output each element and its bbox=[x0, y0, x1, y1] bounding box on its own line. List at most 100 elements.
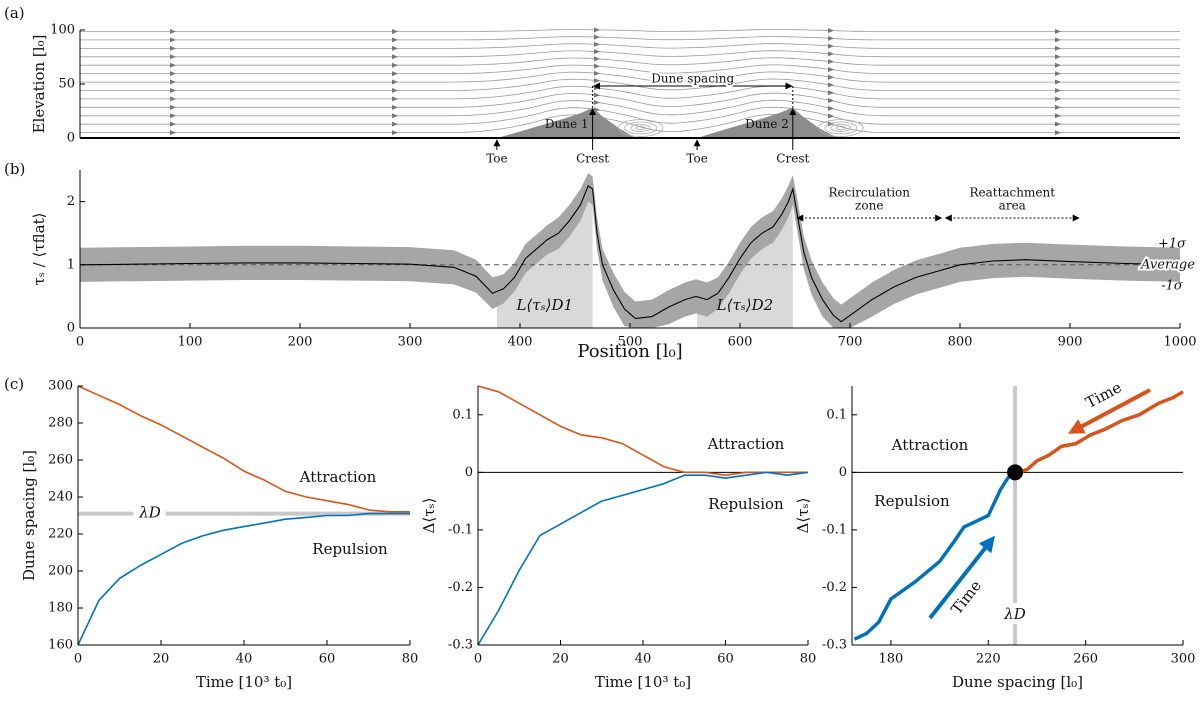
annotation-label: Crest bbox=[576, 152, 609, 166]
flow-arrow bbox=[392, 96, 398, 102]
x-axis-label: Position [l₀] bbox=[577, 341, 682, 362]
x-tick-label: 100 bbox=[178, 335, 203, 350]
y-tick-label: 0 bbox=[67, 321, 75, 336]
streamline bbox=[80, 36, 1180, 41]
x-tick-label: 80 bbox=[402, 652, 419, 667]
zone-label: Recirculation bbox=[829, 186, 911, 200]
flow-arrow bbox=[594, 49, 600, 55]
flow-arrow bbox=[170, 37, 176, 43]
streamline bbox=[80, 43, 1180, 49]
flow-arrow bbox=[828, 90, 834, 96]
x-tick-label: 260 bbox=[1073, 652, 1098, 667]
x-axis-label: Time [10³ t₀] bbox=[595, 673, 691, 691]
y-tick-label: 1 bbox=[67, 257, 75, 272]
x-tick-label: 20 bbox=[153, 652, 170, 667]
x-tick-label: 200 bbox=[288, 335, 313, 350]
shaded-label: L⟨τₛ⟩D1 bbox=[515, 296, 573, 314]
x-tick-label: 1000 bbox=[1163, 335, 1196, 350]
time-arrow bbox=[1067, 388, 1151, 434]
y-tick-label: 0.1 bbox=[826, 407, 847, 422]
band-label: +1σ bbox=[1158, 236, 1187, 251]
flow-arrow bbox=[1055, 79, 1061, 85]
streamline bbox=[80, 78, 1180, 91]
y-tick-label: -0.2 bbox=[448, 580, 473, 595]
y-tick-label: 0.1 bbox=[452, 407, 473, 422]
flow-arrow bbox=[170, 45, 176, 51]
x-tick-label: 40 bbox=[635, 652, 652, 667]
x-tick-label: 300 bbox=[1171, 652, 1196, 667]
x-tick-label: 0 bbox=[76, 335, 84, 350]
eddy bbox=[835, 125, 847, 131]
x-tick-label: 60 bbox=[717, 652, 734, 667]
y-tick-label: 0 bbox=[839, 465, 847, 480]
flow-arrow bbox=[828, 51, 834, 57]
eddy bbox=[824, 121, 858, 135]
flow-arrow bbox=[1055, 113, 1061, 119]
annotation-label: Toe bbox=[686, 152, 707, 166]
flow-arrow bbox=[1055, 45, 1061, 51]
y-tick-label: 0 bbox=[67, 131, 75, 146]
dune bbox=[496, 107, 636, 138]
eddy bbox=[830, 124, 851, 133]
x-tick-label: 0 bbox=[474, 652, 482, 667]
x-tick-label: 700 bbox=[838, 335, 863, 350]
flow-arrow bbox=[594, 63, 600, 69]
streamline bbox=[80, 29, 1180, 32]
flow-arrow bbox=[594, 56, 600, 62]
panel-label: (a) bbox=[4, 4, 25, 22]
panel-label: (c) bbox=[4, 375, 24, 393]
time-label: Time bbox=[947, 577, 985, 618]
flow-arrow bbox=[392, 79, 398, 85]
flow-arrow bbox=[170, 113, 176, 119]
y-axis-label: Δ⟨τₛ⟩ bbox=[794, 498, 812, 534]
mean-line bbox=[79, 184, 1181, 323]
x-tick-label: 800 bbox=[948, 335, 973, 350]
series-line bbox=[477, 471, 809, 646]
y-tick-label: 100 bbox=[50, 23, 75, 38]
flow-arrow bbox=[828, 28, 834, 34]
shaded-region bbox=[496, 185, 593, 328]
x-tick-label: 180 bbox=[879, 652, 904, 667]
flow-arrow bbox=[170, 62, 176, 68]
x-tick-label: 500 bbox=[618, 335, 643, 350]
spacing-label: Dune spacing bbox=[651, 72, 734, 86]
flow-arrow bbox=[828, 43, 834, 49]
flow-arrow bbox=[594, 78, 600, 84]
streamline bbox=[80, 64, 1180, 74]
streamline bbox=[80, 92, 1180, 108]
x-tick-label: 900 bbox=[1058, 335, 1083, 350]
eddy bbox=[635, 125, 646, 131]
flow-arrow bbox=[170, 29, 176, 35]
y-tick-label: 300 bbox=[48, 379, 73, 394]
series-line bbox=[77, 512, 410, 646]
y-tick-label: 240 bbox=[48, 490, 73, 505]
streamline bbox=[80, 50, 1180, 58]
y-tick-label: 50 bbox=[58, 77, 75, 92]
flow-arrow bbox=[170, 130, 176, 136]
x-tick-label: 600 bbox=[728, 335, 753, 350]
flow-arrow bbox=[170, 96, 176, 102]
dune-label: Dune 2 bbox=[745, 117, 789, 131]
flow-arrow bbox=[170, 54, 176, 60]
x-axis-label: Time [10³ t₀] bbox=[196, 673, 292, 691]
flow-arrow bbox=[594, 34, 600, 40]
flow-arrow bbox=[170, 87, 176, 93]
y-axis-label: Elevation [l₀] bbox=[30, 35, 48, 134]
flow-arrow bbox=[1055, 71, 1061, 77]
flow-arrow bbox=[594, 99, 600, 105]
flow-arrow bbox=[594, 41, 600, 47]
series-line bbox=[77, 385, 410, 513]
y-tick-label: -0.3 bbox=[448, 638, 473, 653]
flow-arrow bbox=[1055, 29, 1061, 35]
flow-arrow bbox=[828, 105, 834, 111]
series-label: Attraction bbox=[891, 436, 969, 454]
flow-arrow bbox=[828, 121, 834, 127]
x-tick-label: 220 bbox=[976, 652, 1001, 667]
eddy bbox=[624, 121, 657, 135]
flow-arrow bbox=[828, 35, 834, 41]
series-label: Attraction bbox=[707, 435, 785, 453]
flow-arrow bbox=[1055, 87, 1061, 93]
flow-arrow bbox=[392, 121, 398, 127]
y-tick-label: 220 bbox=[48, 527, 73, 542]
